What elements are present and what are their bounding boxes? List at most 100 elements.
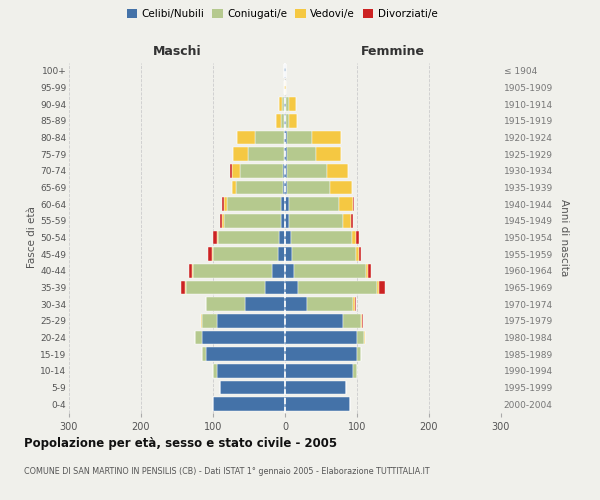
- Bar: [237, 130, 255, 144]
- Bar: [352, 230, 356, 244]
- Bar: [206, 298, 245, 311]
- Bar: [213, 398, 285, 411]
- Bar: [355, 298, 356, 311]
- Bar: [232, 164, 239, 177]
- Bar: [230, 164, 232, 177]
- Bar: [285, 314, 343, 328]
- Bar: [353, 364, 357, 378]
- Bar: [208, 248, 212, 261]
- Bar: [313, 130, 341, 144]
- Bar: [285, 330, 357, 344]
- Bar: [278, 98, 282, 111]
- Bar: [285, 264, 293, 278]
- Bar: [285, 180, 287, 194]
- Text: COMUNE DI SAN MARTINO IN PENSILIS (CB) - Dati ISTAT 1° gennaio 2005 - Elaborazio: COMUNE DI SAN MARTINO IN PENSILIS (CB) -…: [24, 468, 430, 476]
- Bar: [193, 264, 272, 278]
- Bar: [285, 130, 287, 144]
- Bar: [285, 114, 286, 128]
- Bar: [356, 230, 359, 244]
- Text: Popolazione per età, sesso e stato civile - 2005: Popolazione per età, sesso e stato civil…: [24, 438, 337, 450]
- Bar: [285, 298, 307, 311]
- Bar: [343, 214, 351, 228]
- Bar: [284, 114, 285, 128]
- Bar: [285, 148, 287, 161]
- Bar: [202, 348, 206, 361]
- Y-axis label: Anni di nascita: Anni di nascita: [559, 199, 569, 276]
- Bar: [284, 64, 285, 78]
- Bar: [275, 114, 281, 128]
- Bar: [353, 198, 354, 211]
- Bar: [356, 248, 359, 261]
- Bar: [283, 180, 285, 194]
- Bar: [255, 130, 284, 144]
- Bar: [359, 248, 361, 261]
- Bar: [188, 264, 192, 278]
- Bar: [361, 314, 362, 328]
- Bar: [377, 280, 379, 294]
- Bar: [265, 280, 285, 294]
- Bar: [239, 164, 283, 177]
- Bar: [285, 64, 286, 78]
- Bar: [292, 248, 356, 261]
- Bar: [218, 230, 279, 244]
- Bar: [236, 180, 283, 194]
- Bar: [221, 214, 224, 228]
- Bar: [212, 248, 213, 261]
- Bar: [245, 298, 285, 311]
- Bar: [379, 280, 385, 294]
- Bar: [285, 214, 289, 228]
- Bar: [281, 214, 285, 228]
- Bar: [298, 280, 377, 294]
- Bar: [202, 330, 285, 344]
- Bar: [213, 364, 217, 378]
- Bar: [217, 314, 285, 328]
- Bar: [357, 330, 364, 344]
- Bar: [284, 80, 285, 94]
- Bar: [272, 264, 285, 278]
- Bar: [223, 198, 224, 211]
- Bar: [351, 214, 353, 228]
- Bar: [220, 214, 221, 228]
- Bar: [316, 148, 341, 161]
- Bar: [195, 330, 202, 344]
- Bar: [233, 148, 248, 161]
- Y-axis label: Fasce di età: Fasce di età: [27, 206, 37, 268]
- Bar: [283, 164, 285, 177]
- Bar: [289, 214, 343, 228]
- Bar: [289, 114, 296, 128]
- Bar: [201, 314, 202, 328]
- Bar: [217, 364, 285, 378]
- Bar: [353, 298, 355, 311]
- Bar: [282, 98, 284, 111]
- Bar: [284, 130, 285, 144]
- Bar: [285, 248, 292, 261]
- Bar: [227, 198, 281, 211]
- Bar: [213, 230, 217, 244]
- Bar: [217, 230, 218, 244]
- Legend: Celibi/Nubili, Coniugati/e, Vedovi/e, Divorziati/e: Celibi/Nubili, Coniugati/e, Vedovi/e, Di…: [122, 5, 442, 24]
- Text: Maschi: Maschi: [152, 44, 202, 58]
- Bar: [357, 348, 361, 361]
- Bar: [287, 148, 316, 161]
- Bar: [285, 280, 298, 294]
- Bar: [289, 98, 296, 111]
- Bar: [291, 230, 352, 244]
- Bar: [327, 164, 349, 177]
- Bar: [293, 264, 365, 278]
- Bar: [365, 264, 368, 278]
- Bar: [213, 248, 278, 261]
- Bar: [285, 380, 346, 394]
- Bar: [281, 198, 285, 211]
- Bar: [289, 198, 339, 211]
- Bar: [285, 80, 286, 94]
- Bar: [206, 348, 285, 361]
- Bar: [232, 180, 236, 194]
- Bar: [285, 364, 353, 378]
- Bar: [285, 230, 291, 244]
- Bar: [220, 380, 285, 394]
- Bar: [284, 148, 285, 161]
- Bar: [285, 348, 357, 361]
- Bar: [286, 98, 289, 111]
- Bar: [362, 314, 363, 328]
- Bar: [224, 214, 281, 228]
